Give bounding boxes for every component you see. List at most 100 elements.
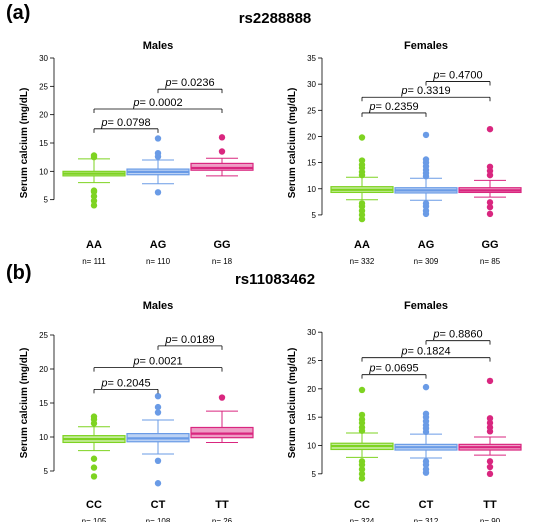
y-tick-label: 30 — [307, 328, 316, 337]
panel-title-a: rs2288888 — [238, 10, 312, 27]
y-tick-label: 30 — [307, 80, 316, 89]
sample-count-label: n= 111 — [82, 257, 106, 266]
p-value-label: p= 0.0695 — [368, 363, 418, 375]
p-value-label: p= 0.2359 — [368, 101, 418, 113]
y-tick-label: 15 — [307, 413, 316, 422]
y-tick-label: 35 — [307, 54, 316, 63]
outlier-point — [422, 458, 430, 465]
y-tick-label: 25 — [307, 106, 316, 115]
x-category-label: CC — [354, 499, 370, 511]
p-value: = 0.3319 — [408, 85, 451, 97]
subplot-title: Females — [404, 40, 448, 52]
boxplot-b-males: Males 5 10 15 20 25 Serum calcium (mg/dL) CC n= … — [19, 300, 254, 522]
y-tick-label: 30 — [39, 54, 48, 63]
outlier-point — [154, 409, 162, 416]
y-tick-label: 5 — [312, 470, 317, 479]
outlier-point — [218, 394, 226, 401]
p-value: = 0.8860 — [440, 329, 483, 341]
outlier-point — [486, 199, 494, 206]
outlier-point — [154, 457, 162, 464]
outlier-point — [422, 466, 430, 473]
p-symbol: p — [132, 97, 139, 109]
y-tick-label: 20 — [307, 385, 316, 394]
outlier-point — [358, 470, 366, 478]
subplot-title: Males — [143, 300, 174, 312]
x-category-label: CT — [419, 499, 434, 511]
outlier-point — [486, 377, 494, 385]
comparison-bracket: p= 0.2359 — [361, 101, 427, 117]
p-value: = 0.0021 — [140, 356, 183, 368]
y-tick-label: 10 — [39, 167, 48, 176]
p-value-label: p= 0.0021 — [132, 356, 182, 368]
p-symbol: p — [432, 329, 439, 341]
box-ag — [394, 131, 458, 218]
outlier-point — [154, 189, 162, 196]
outlier-point — [218, 134, 226, 141]
outlier-point — [486, 210, 494, 218]
outlier-point — [486, 470, 494, 478]
p-value-label: p= 0.4700 — [432, 70, 482, 82]
p-value: = 0.2045 — [108, 377, 151, 389]
outlier-point — [358, 200, 366, 207]
p-value: = 0.0236 — [172, 77, 215, 89]
outlier-point — [90, 202, 98, 209]
p-value-label: p= 0.0189 — [164, 334, 214, 346]
outlier-point — [154, 135, 162, 142]
box-gg — [190, 134, 254, 177]
y-axis-label: Serum calcium (mg/dL) — [287, 348, 298, 459]
p-value-label: p= 0.0236 — [164, 77, 214, 89]
outlier-point — [358, 424, 366, 431]
y-tick-label: 5 — [44, 196, 49, 205]
sample-count-label: n= 110 — [146, 257, 171, 266]
comparison-bracket: p= 0.0021 — [93, 356, 223, 372]
outlier-point — [90, 187, 98, 194]
p-symbol: p — [368, 363, 375, 375]
boxplot-b-females: Females 5 10 15 20 25 30 Serum calcium (mg/dL) C… — [287, 300, 522, 522]
sample-count-label: n= 332 — [350, 257, 375, 266]
outlier-point — [90, 464, 98, 471]
panel-letter-a: (a) — [6, 2, 31, 24]
y-tick-label: 10 — [307, 185, 316, 194]
y-tick-label: 25 — [39, 82, 48, 91]
p-value: = 0.0798 — [108, 117, 151, 129]
panel-title-b: rs11083462 — [234, 271, 316, 288]
comparison-bracket: p= 0.3319 — [361, 85, 491, 102]
outlier-point — [358, 386, 366, 394]
p-symbol: p — [164, 77, 171, 89]
y-tick-label: 25 — [307, 357, 316, 366]
y-tick-label: 10 — [307, 442, 316, 451]
outlier-point — [90, 413, 98, 420]
sample-count-label: n= 105 — [82, 517, 107, 522]
p-symbol: p — [132, 356, 139, 368]
outlier-point — [486, 458, 494, 465]
outlier-point — [422, 156, 430, 163]
outlier-point — [90, 473, 98, 480]
p-value-label: p= 0.2045 — [100, 377, 150, 389]
outlier-point — [154, 480, 162, 487]
p-value-label: p= 0.0002 — [132, 97, 182, 109]
outlier-point — [486, 415, 494, 422]
sample-count-label: n= 85 — [480, 257, 501, 266]
outlier-point — [90, 152, 98, 159]
outlier-point — [358, 157, 366, 164]
box-aa — [330, 134, 394, 223]
outlier-point — [422, 383, 430, 391]
comparison-bracket: p= 0.1824 — [361, 346, 491, 362]
comparison-bracket: p= 0.0236 — [157, 77, 223, 94]
y-tick-label: 15 — [307, 159, 316, 168]
box-aa — [62, 152, 126, 209]
p-value: = 0.2359 — [376, 101, 419, 113]
comparison-bracket: p= 0.0798 — [93, 117, 159, 133]
p-symbol: p — [164, 334, 171, 346]
sample-count-label: n= 90 — [480, 517, 501, 522]
y-tick-label: 15 — [39, 399, 48, 408]
y-axis-label: Serum calcium (mg/dL) — [287, 88, 298, 199]
sample-count-label: n= 309 — [414, 257, 439, 266]
p-value-label: p= 0.3319 — [400, 85, 450, 97]
boxplot-a-females: Females 5 10 15 20 25 30 35 Serum calcium (mg/dL… — [287, 40, 522, 266]
comparison-bracket: p= 0.2045 — [93, 377, 159, 394]
outlier-point — [358, 475, 366, 482]
outlier-point — [486, 163, 494, 170]
outlier-point — [358, 411, 366, 419]
sample-count-label: n= 26 — [212, 517, 233, 522]
